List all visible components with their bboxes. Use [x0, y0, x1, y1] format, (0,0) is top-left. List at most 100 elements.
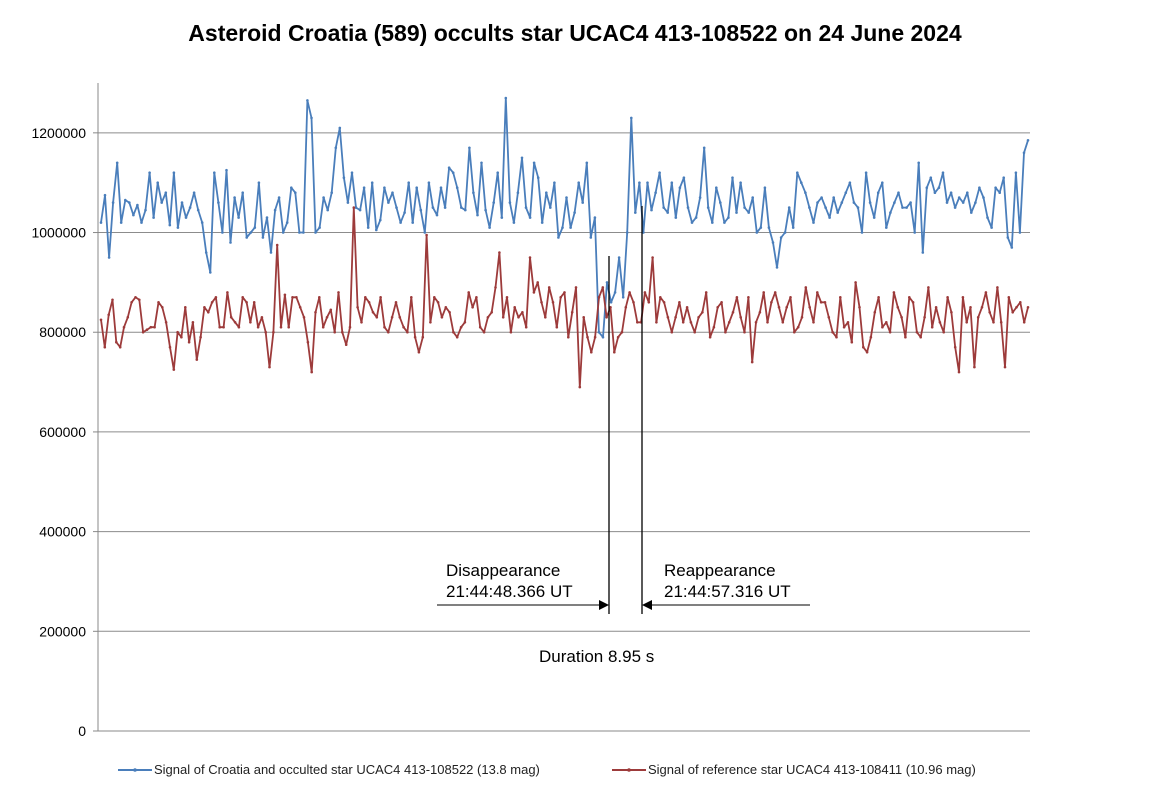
series-2-point — [161, 306, 164, 309]
series-2-point — [494, 286, 497, 289]
series-2-point — [394, 301, 398, 304]
series-1-point — [407, 181, 411, 184]
series-1-point — [601, 335, 605, 339]
series-1-point — [690, 221, 694, 224]
series-1-point — [994, 186, 997, 189]
series-2-point — [291, 296, 294, 299]
series-1-point — [929, 176, 933, 179]
series-2-point — [881, 325, 884, 329]
series-2-point — [329, 308, 333, 312]
series-2-point — [750, 360, 754, 364]
series-2-point — [628, 291, 631, 294]
series-2-point — [754, 321, 758, 324]
series-1-point — [196, 208, 200, 212]
series-2-point — [471, 306, 474, 309]
series-1-point — [362, 186, 366, 189]
series-1-point — [783, 231, 787, 234]
series-1-point — [504, 96, 508, 100]
series-1-point — [431, 206, 435, 209]
series-2-point — [670, 330, 674, 334]
series-1-point — [366, 226, 370, 229]
series-1-point — [290, 186, 293, 189]
series-1-point — [901, 206, 904, 209]
series-2-point — [816, 291, 819, 294]
series-2-point — [157, 301, 160, 304]
series-1-point — [318, 226, 321, 229]
series-1-point — [200, 221, 204, 224]
series-1-point — [990, 226, 993, 229]
series-2-point — [103, 345, 107, 349]
series-2-point — [398, 316, 402, 319]
series-1-point — [978, 186, 981, 189]
series-2-point — [693, 330, 696, 334]
series-2-point — [720, 301, 723, 304]
series-1-point — [868, 201, 872, 204]
series-1-point — [294, 191, 297, 194]
series-2-point — [509, 330, 513, 334]
series-1-point — [128, 201, 131, 204]
series-2-point — [229, 316, 233, 319]
series-2-point — [900, 316, 903, 319]
series-1-point — [787, 206, 791, 209]
series-1-point — [642, 231, 645, 234]
series-2-point — [643, 291, 647, 294]
series-1-point — [666, 211, 669, 214]
series-2-point — [831, 330, 834, 334]
series-2-point — [980, 306, 984, 309]
series-1-point — [953, 206, 957, 209]
series-2-point — [256, 325, 260, 329]
series-2-point — [410, 296, 413, 299]
series-1-point — [848, 181, 852, 184]
series-2-point — [176, 330, 179, 334]
series-2-point — [873, 311, 877, 314]
series-1-point — [225, 168, 228, 172]
series-1-point — [464, 208, 467, 212]
series-1-point — [213, 171, 216, 174]
reappearance-time: 21:44:57.316 UT — [664, 582, 791, 601]
series-1-point — [808, 206, 811, 209]
series-1-point — [395, 206, 398, 209]
series-2-point — [145, 328, 149, 332]
series-1-point — [885, 226, 888, 229]
series-2-point — [413, 335, 417, 339]
series-1-point — [124, 198, 127, 202]
series-2-point — [115, 340, 118, 344]
series-2-point — [984, 291, 988, 294]
series-2-point — [999, 321, 1003, 324]
series-2-point — [953, 345, 957, 349]
series-2-point — [371, 311, 375, 314]
series-1-point — [245, 236, 248, 239]
series-line-1 — [100, 97, 1029, 339]
series-1-point — [941, 171, 945, 174]
series-2-point — [126, 316, 130, 319]
series-2-point — [540, 301, 543, 304]
series-2-point — [164, 321, 168, 324]
series-1-point — [217, 201, 220, 204]
series-1-point — [557, 236, 560, 239]
series-1-point — [573, 211, 576, 214]
series-2-point — [904, 335, 907, 339]
series-2-point — [689, 321, 693, 324]
series-2-point — [624, 306, 628, 309]
series-2-point — [180, 335, 183, 339]
series-2-point — [613, 350, 616, 354]
series-1-point — [796, 171, 799, 174]
axes — [97, 83, 1030, 732]
series-1-point — [322, 196, 325, 199]
series-1-point — [334, 146, 338, 150]
series-1-point — [488, 226, 491, 229]
series-2-point — [498, 251, 501, 254]
y-tick-label: 800000 — [39, 324, 86, 340]
series-1-point — [221, 231, 224, 234]
series-2-point — [344, 343, 348, 347]
series-1-point — [581, 201, 584, 204]
series-1-point — [966, 191, 969, 194]
series-2-point — [448, 311, 451, 314]
series-1-point — [589, 236, 593, 239]
series-2-point — [364, 296, 367, 299]
duration-label: Duration 8.95 s — [539, 647, 654, 666]
series-2-point — [287, 325, 291, 329]
series-1-point — [500, 216, 504, 219]
series-2-point — [858, 306, 861, 309]
series-2-point — [781, 321, 785, 324]
